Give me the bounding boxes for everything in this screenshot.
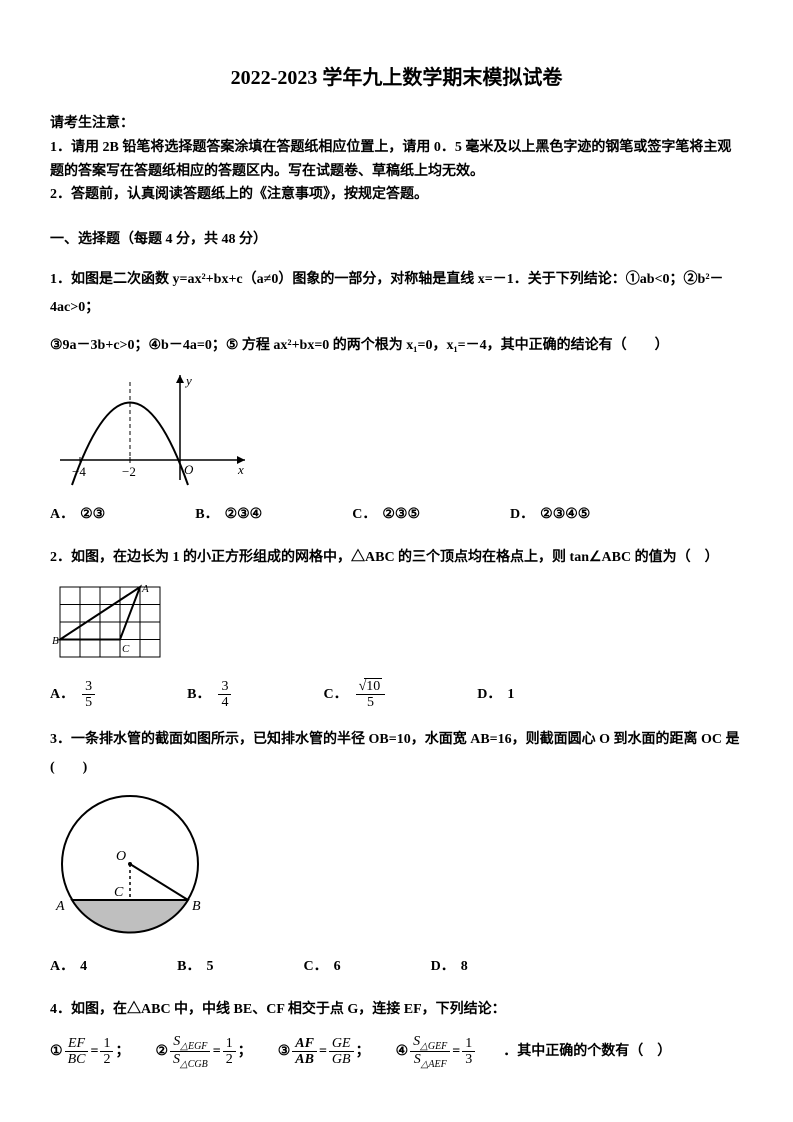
q3-figure: O C A B bbox=[50, 792, 743, 942]
q1-opt-b-val: ②③④ bbox=[225, 502, 263, 527]
q1-opt-d: D．②③④⑤ bbox=[510, 502, 590, 527]
instructions-line2: 2．答题前，认真阅读答题纸上的《注意事项》，按规定答题。 bbox=[50, 183, 743, 207]
q1-opt-a-val: ②③ bbox=[80, 502, 105, 527]
q2-figure: B C A bbox=[50, 582, 743, 667]
svg-text:B: B bbox=[192, 899, 201, 914]
q1-opt-c-val: ②③⑤ bbox=[382, 502, 420, 527]
q4-f2: ② S△EGFS△CGB = 12 ； bbox=[155, 1034, 251, 1071]
q2-options: A． 35 B． 34 C． 105 D．1 bbox=[50, 679, 743, 711]
svg-text:C: C bbox=[114, 885, 124, 900]
q4-text: 4．如图，在△ABC 中，中线 BE、CF 相交于点 G，连接 EF，下列结论： bbox=[50, 996, 743, 1024]
svg-text:x: x bbox=[237, 462, 244, 477]
q1-options: A．②③ B．②③④ C．②③⑤ D．②③④⑤ bbox=[50, 502, 743, 527]
instructions-block: 请考生注意： 1．请用 2B 铅笔将选择题答案涂填在答题纸相应位置上，请用 0．… bbox=[50, 112, 743, 207]
q3-opt-a-val: 4 bbox=[80, 954, 87, 979]
q4-f1: ① EFBC = 12 ； bbox=[50, 1036, 129, 1068]
q2-opt-a: A． 35 bbox=[50, 679, 97, 711]
q3-opt-b-val: 5 bbox=[206, 954, 213, 979]
q2-opt-a-frac: 35 bbox=[82, 679, 95, 711]
svg-text:C: C bbox=[122, 643, 130, 655]
svg-text:O: O bbox=[184, 462, 194, 477]
q4-formulas: ① EFBC = 12 ； ② S△EGFS△CGB = 12 ； ③ AFAB… bbox=[50, 1034, 743, 1071]
instructions-header: 请考生注意： bbox=[50, 112, 743, 136]
q2-opt-d: D．1 bbox=[477, 682, 514, 707]
q2-text: 2．如图，在边长为 1 的小正方形组成的网格中，△ABC 的三个顶点均在格点上，… bbox=[50, 544, 743, 572]
q1-opt-b: B．②③④ bbox=[195, 502, 262, 527]
q1-text-a: 1．如图是二次函数 y=ax²+bx+c（a≠0）图象的一部分，对称轴是直线 x… bbox=[50, 266, 743, 322]
q3-opt-b: B．5 bbox=[177, 954, 213, 979]
q1-opt-c: C．②③⑤ bbox=[352, 502, 420, 527]
q4-tail: ．其中正确的个数有（ ） bbox=[503, 1039, 671, 1064]
q3-opt-a: A．4 bbox=[50, 954, 87, 979]
q3-options: A．4 B．5 C．6 D．8 bbox=[50, 954, 743, 979]
q3-opt-d: D．8 bbox=[431, 954, 468, 979]
svg-text:A: A bbox=[55, 899, 65, 914]
svg-text:O: O bbox=[116, 849, 126, 864]
page-title: 2022-2023 学年九上数学期末模拟试卷 bbox=[50, 60, 743, 96]
q3-opt-c: C．6 bbox=[303, 954, 340, 979]
q1-figure: y x O −4 −2 bbox=[50, 370, 743, 490]
svg-text:−2: −2 bbox=[122, 464, 136, 479]
section1-header: 一、选择题（每题 4 分，共 48 分） bbox=[50, 227, 743, 252]
q2-opt-c: C． 105 bbox=[323, 679, 387, 711]
q1-text-b: ③9a－3b+c>0；④b－4a=0；⑤ 方程 ax²+bx=0 的两个根为 x… bbox=[50, 332, 743, 360]
svg-text:B: B bbox=[52, 635, 59, 647]
q1-opt-d-val: ②③④⑤ bbox=[540, 502, 590, 527]
svg-text:A: A bbox=[141, 583, 149, 595]
q2-opt-b-frac: 34 bbox=[218, 679, 231, 711]
q4-f4: ④ S△GEFS△AEF = 13 bbox=[396, 1034, 478, 1071]
q2-opt-b: B． 34 bbox=[187, 679, 233, 711]
q3-text: 3．一条排水管的截面如图所示，已知排水管的半径 OB=10，水面宽 AB=16，… bbox=[50, 726, 743, 782]
instructions-line1: 1．请用 2B 铅笔将选择题答案涂填在答题纸相应位置上，请用 0．5 毫米及以上… bbox=[50, 136, 743, 184]
q3-opt-c-val: 6 bbox=[334, 954, 341, 979]
q4-f3: ③ AFAB = GEGB ； bbox=[278, 1036, 370, 1068]
q2-opt-c-frac: 105 bbox=[356, 679, 386, 711]
svg-text:y: y bbox=[184, 373, 192, 388]
q3-opt-d-val: 8 bbox=[461, 954, 468, 979]
q1-opt-a: A．②③ bbox=[50, 502, 105, 527]
q2-opt-d-val: 1 bbox=[507, 682, 514, 707]
